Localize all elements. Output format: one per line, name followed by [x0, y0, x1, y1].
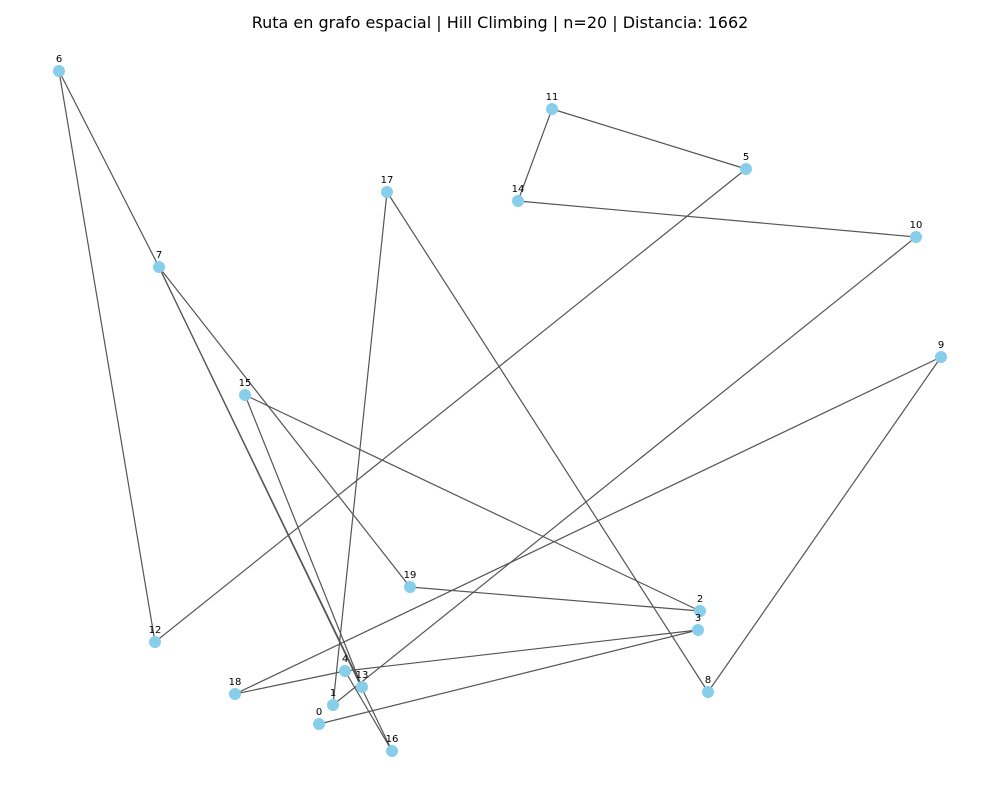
- node-14: [512, 195, 524, 207]
- node-9: [935, 351, 947, 363]
- edge-2-19: [409, 586, 701, 612]
- chart-title: Ruta en grafo espacial | Hill Climbing |…: [252, 13, 749, 32]
- node-6: [53, 65, 65, 77]
- node-label-14: 14: [512, 184, 525, 195]
- node-label-15: 15: [239, 378, 252, 389]
- node-label-3: 3: [695, 613, 701, 624]
- edge-8-17: [386, 191, 709, 693]
- node-label-17: 17: [381, 175, 394, 186]
- edge-17-1: [332, 191, 388, 706]
- node-10: [910, 231, 922, 243]
- node-3: [692, 624, 704, 636]
- edge-7-16: [158, 266, 393, 752]
- node-label-16: 16: [386, 734, 399, 745]
- edge-5-12: [154, 168, 747, 643]
- node-13: [356, 681, 368, 693]
- node-label-5: 5: [743, 152, 749, 163]
- edge-9-8: [707, 356, 942, 693]
- node-12: [149, 636, 161, 648]
- node-0: [313, 718, 325, 730]
- edge-4-18: [234, 670, 346, 695]
- edge-16-4: [344, 670, 393, 752]
- edge-19-7: [158, 266, 411, 588]
- edge-10-14: [517, 200, 917, 238]
- node-16: [386, 745, 398, 757]
- node-label-0: 0: [316, 707, 322, 718]
- node-8: [702, 686, 714, 698]
- edge-12-6: [58, 70, 156, 643]
- node-label-7: 7: [156, 250, 162, 261]
- node-15: [239, 389, 251, 401]
- edge-15-2: [244, 394, 701, 612]
- node-label-19: 19: [404, 570, 417, 581]
- edge-14-11: [517, 108, 553, 202]
- node-17: [381, 186, 393, 198]
- nodes-layer: [53, 65, 947, 757]
- edge-0-3: [318, 629, 699, 725]
- node-label-12: 12: [149, 625, 162, 636]
- node-label-2: 2: [697, 594, 703, 605]
- edges-layer: [58, 70, 942, 752]
- node-label-1: 1: [330, 688, 336, 699]
- edge-1-10: [332, 236, 917, 706]
- node-label-11: 11: [546, 92, 559, 103]
- node-4: [339, 665, 351, 677]
- node-1: [327, 699, 339, 711]
- node-19: [404, 581, 416, 593]
- edge-13-15: [244, 394, 363, 688]
- node-label-9: 9: [938, 340, 944, 351]
- node-label-6: 6: [56, 54, 62, 65]
- node-label-4: 4: [342, 654, 348, 665]
- node-label-18: 18: [229, 677, 242, 688]
- node-label-10: 10: [910, 220, 923, 231]
- edge-11-5: [551, 108, 747, 170]
- node-2: [694, 605, 706, 617]
- node-7: [153, 261, 165, 273]
- edge-3-4: [344, 629, 699, 672]
- node-label-13: 13: [356, 670, 369, 681]
- edge-6-7: [58, 70, 160, 268]
- node-5: [740, 163, 752, 175]
- node-11: [546, 103, 558, 115]
- node-18: [229, 688, 241, 700]
- edge-18-9: [234, 356, 942, 695]
- node-label-8: 8: [705, 675, 711, 686]
